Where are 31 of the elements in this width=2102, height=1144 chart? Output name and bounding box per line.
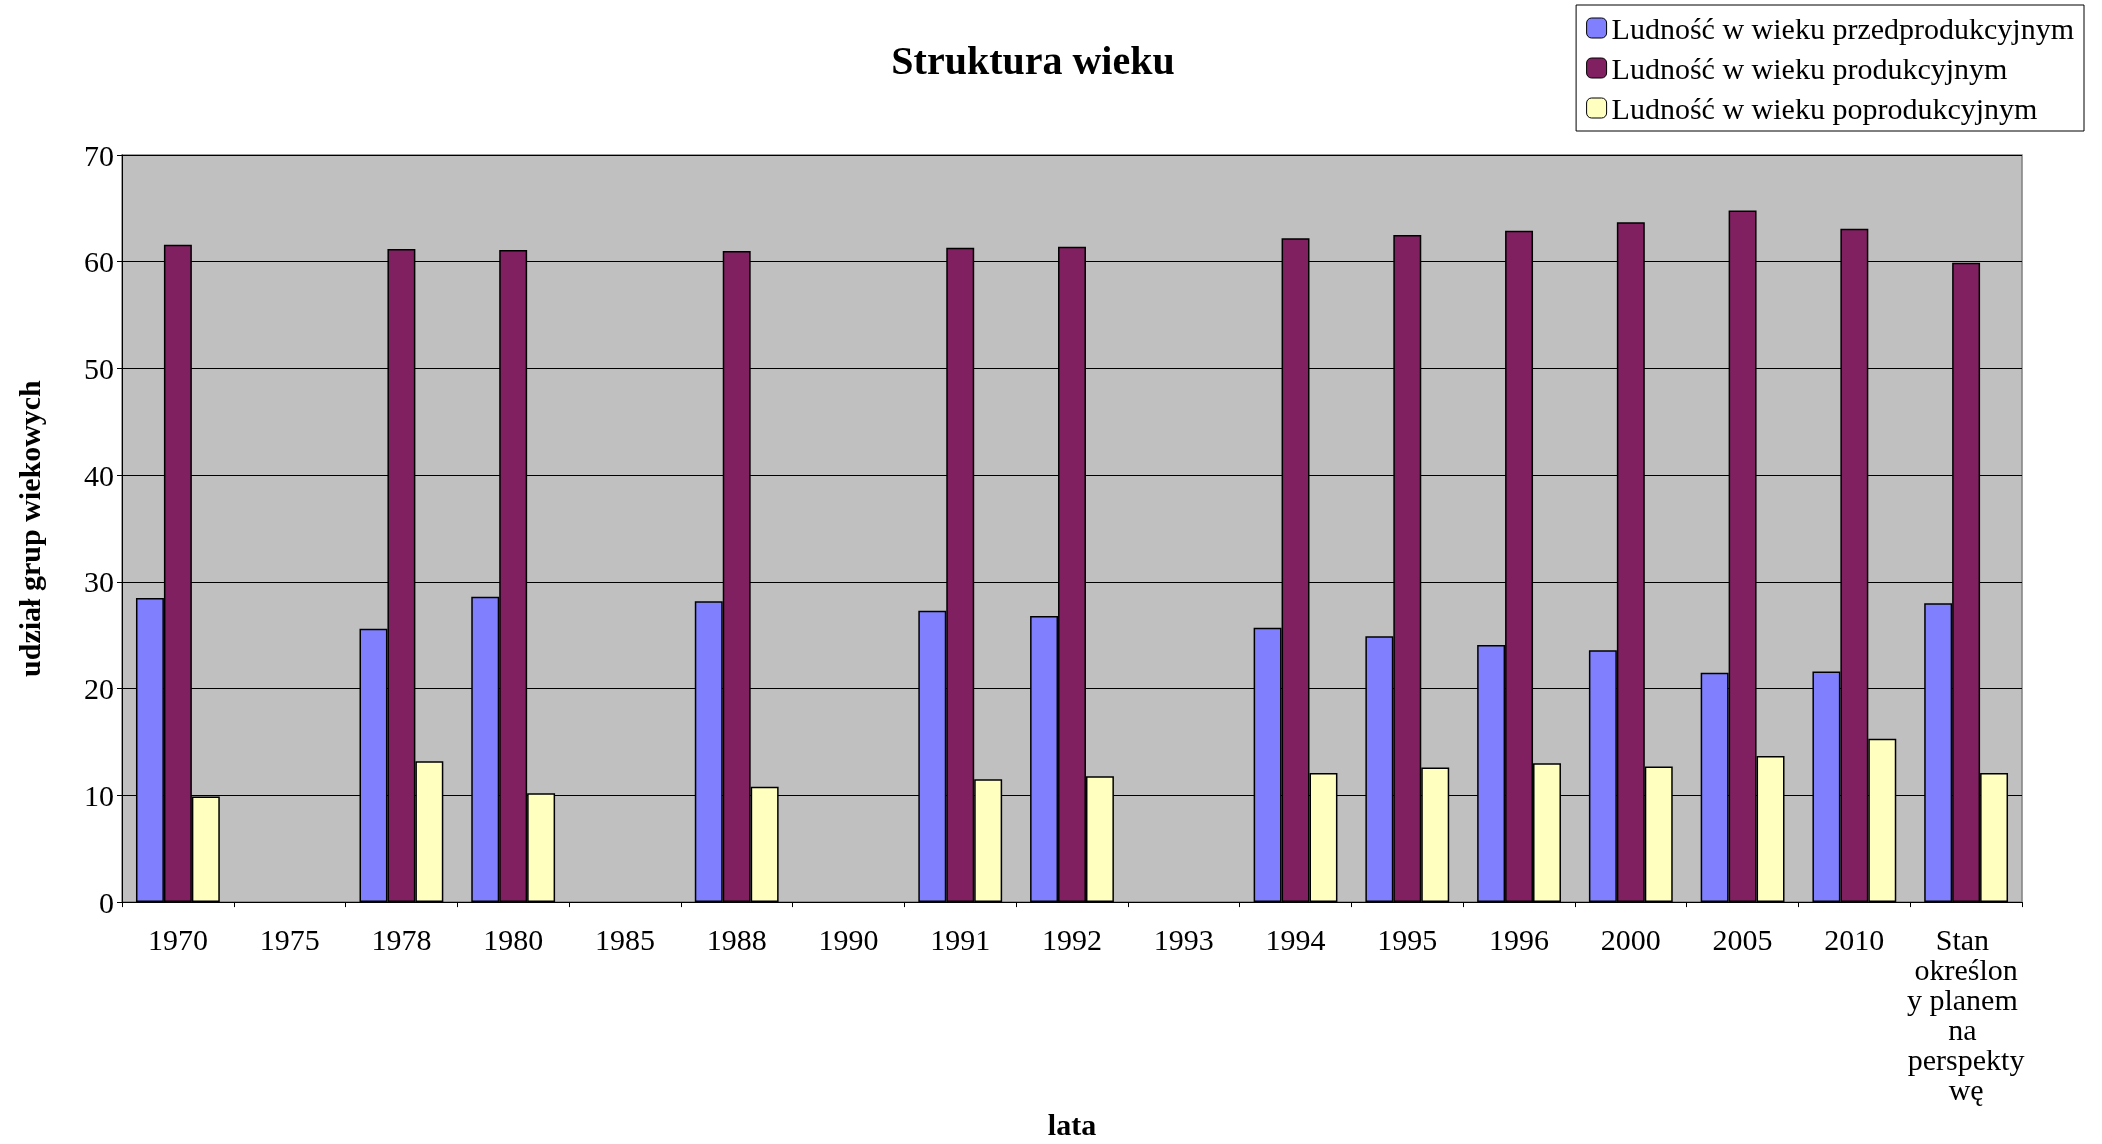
x-tick-label: 2000 (1600, 922, 1661, 956)
chart-title: Struktura wieku (891, 37, 1175, 83)
x-tick-label: 1995 (1377, 922, 1438, 956)
x-tick-label: Stan określony planem na perspektywę (1906, 922, 2026, 1106)
y-tick-label: 70 (84, 138, 114, 172)
x-tick-label: 1970 (147, 922, 208, 956)
x-tick-label: 1996 (1489, 922, 1550, 956)
x-tick-label: 1990 (818, 922, 879, 956)
x-tick-label: 2005 (1712, 922, 1773, 956)
x-axis-title: lata (1047, 1107, 1097, 1141)
x-tick-label: 2010 (1824, 922, 1885, 956)
x-tick-label: 1988 (706, 922, 767, 956)
y-axis-title: udział grup wiekowych (12, 379, 46, 677)
x-tick-label: 1975 (259, 922, 320, 956)
x-tick-label: 1993 (1153, 922, 1214, 956)
x-tick-label: 1994 (1265, 922, 1326, 956)
x-tick-label: 1991 (930, 922, 991, 956)
y-tick-label: 50 (84, 351, 114, 385)
x-tick-label: 1980 (483, 922, 544, 956)
x-tick-label: 1985 (594, 922, 655, 956)
y-tick-label: 10 (84, 778, 114, 812)
y-tick-label: 0 (99, 885, 114, 919)
x-tick-label: 1978 (371, 922, 432, 956)
y-tick-label: 40 (84, 458, 114, 492)
legend-label: Ludność w wieku produkcyjnym (1611, 51, 2008, 85)
x-tick-label: 1992 (1042, 922, 1102, 956)
y-tick-label: 60 (84, 245, 114, 279)
legend-label: Ludność w wieku przedprodukcyjnym (1611, 11, 2075, 45)
legend-label: Ludność w wieku poprodukcyjnym (1611, 91, 2038, 125)
y-tick-label: 30 (84, 565, 114, 599)
y-tick-label: 20 (84, 672, 114, 706)
